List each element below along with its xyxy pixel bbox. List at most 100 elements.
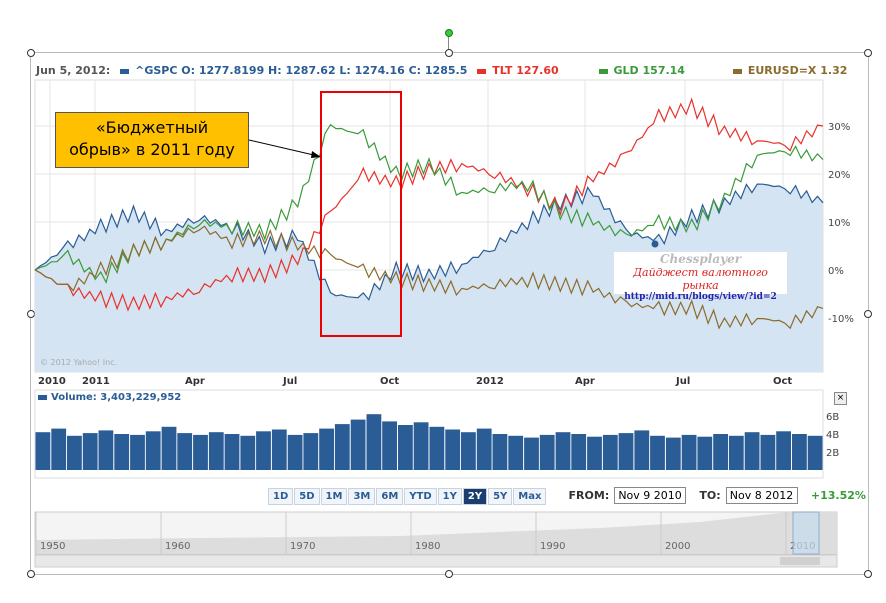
volume-bar <box>114 434 130 470</box>
watermark-subtitle: Дайджест валютного рынка <box>633 266 768 292</box>
volume-bar <box>776 431 791 470</box>
range-button-3m[interactable]: 3M <box>348 488 376 505</box>
volume-bar <box>602 434 618 470</box>
volume-bar <box>398 425 413 470</box>
volume-label: Volume: 3,403,229,952 <box>51 392 182 403</box>
callout-line1: «Бюджетный <box>95 118 209 137</box>
x-tick-label: Oct <box>773 376 792 387</box>
volume-bar <box>271 429 287 470</box>
range-button-1d[interactable]: 1D <box>268 488 294 505</box>
x-tick-label: 2010 <box>38 376 66 387</box>
legend-tlt: TLT 127.60 <box>492 64 559 77</box>
volume-bar <box>650 435 665 470</box>
arrow-head-icon <box>311 151 321 158</box>
range-button-5y[interactable]: 5Y <box>488 488 513 505</box>
range-button-6m[interactable]: 6M <box>376 488 404 505</box>
volume-bar <box>728 435 744 470</box>
close-volume-button[interactable]: × <box>834 392 847 405</box>
tlt-swatch-icon <box>477 68 487 74</box>
volume-bar <box>161 426 177 470</box>
volume-bar <box>476 428 492 470</box>
volume-bar <box>145 431 161 470</box>
series-line-tlt <box>34 97 824 312</box>
legend-eurusd: EURUSD=X 1.32 <box>747 64 848 77</box>
volume-bar <box>35 432 51 470</box>
volume-tick-label: 2B <box>826 448 839 459</box>
navigator-scrollbar[interactable] <box>34 554 838 568</box>
navigator-year-label: 1960 <box>165 541 190 552</box>
volume-bar <box>382 421 397 470</box>
volume-bar <box>130 434 145 470</box>
range-button-ytd[interactable]: YTD <box>404 488 437 505</box>
volume-bar <box>587 436 602 470</box>
rotate-line <box>448 33 449 53</box>
volume-bar <box>240 435 256 470</box>
volume-bar <box>792 434 807 470</box>
rotate-handle[interactable] <box>445 29 453 37</box>
volume-bar <box>524 437 539 470</box>
watermark-name: Chessplayer <box>659 252 742 266</box>
volume-bar <box>445 429 461 470</box>
resize-handle[interactable] <box>864 310 872 318</box>
volume-bar <box>303 433 319 470</box>
range-button-max[interactable]: Max <box>513 488 547 505</box>
y-tick-label: 10% <box>828 218 850 229</box>
legend-gspc: ^GSPC O: 1277.8199 H: 1287.62 L: 1274.16… <box>135 64 468 77</box>
volume-bar <box>508 435 524 470</box>
volume-bar <box>429 426 445 470</box>
range-button-2y[interactable]: 2Y <box>462 488 488 505</box>
y-tick-label: 20% <box>828 170 850 181</box>
watermark-url: http://mid.ru/blogs/view/?id=2 <box>624 292 777 302</box>
series-line-eurusdx <box>34 225 824 330</box>
volume-bar <box>334 424 350 470</box>
y-tick-label: 30% <box>828 122 850 133</box>
x-tick-label: Apr <box>185 376 205 387</box>
navigator-year-label: 1950 <box>40 541 65 552</box>
volume-bar <box>634 430 650 470</box>
cursor-point <box>651 240 659 248</box>
volume-tick-label: 6B <box>826 412 839 423</box>
volume-bar <box>571 434 587 470</box>
range-button-1m[interactable]: 1M <box>320 488 348 505</box>
x-tick-label: Jul <box>282 376 297 387</box>
range-button-1y[interactable]: 1Y <box>437 488 462 505</box>
callout-arrow <box>248 139 319 157</box>
volume-bar <box>224 434 240 470</box>
y-tick-label: -10% <box>828 314 854 325</box>
navigator-year-label: 2000 <box>665 541 690 552</box>
volume-bar <box>555 432 571 470</box>
change-percent: +13.52% <box>810 489 866 502</box>
volume-bar <box>256 431 271 470</box>
resize-handle[interactable] <box>445 49 453 57</box>
resize-handle[interactable] <box>864 49 872 57</box>
from-date-input[interactable]: Nov 9 2010 <box>614 487 687 504</box>
x-tick-label: Oct <box>380 376 399 387</box>
x-tick-label: Jul <box>675 376 690 387</box>
range-button-5d[interactable]: 5D <box>294 488 320 505</box>
callout-line2: обрыв» в 2011 году <box>69 140 235 159</box>
navigator-year-label: 1990 <box>540 541 565 552</box>
navigator-selection[interactable] <box>792 511 820 555</box>
volume-bar <box>350 419 366 470</box>
volume-bar <box>98 430 114 470</box>
volume-bar <box>177 433 193 470</box>
range-toolbar: 1D 5D 1M 3M 6M YTD 1Y 2Y 5Y Max FROM: Nov 9 2010 … <box>268 484 866 505</box>
gspc-swatch-icon <box>120 68 130 74</box>
volume-bar <box>461 432 476 470</box>
resize-handle[interactable] <box>445 570 453 578</box>
volume-bar <box>51 428 67 470</box>
watermark: Chessplayer Дайджест валютного рынка htt… <box>614 252 787 302</box>
resize-handle[interactable] <box>27 570 35 578</box>
callout-box: «Бюджетный обрыв» в 2011 году <box>55 112 249 168</box>
volume-bar <box>665 437 681 470</box>
scrollbar-thumb[interactable] <box>780 557 820 565</box>
header-date: Jun 5, 2012: <box>36 64 111 77</box>
resize-handle[interactable] <box>27 49 35 57</box>
to-date-input[interactable]: Nov 8 2012 <box>725 487 798 504</box>
resize-handle[interactable] <box>864 570 872 578</box>
from-label: FROM: <box>568 489 610 502</box>
volume-bar <box>366 414 382 470</box>
volume-bar <box>713 434 728 470</box>
to-label: TO: <box>699 489 721 502</box>
volume-bar <box>413 422 429 470</box>
